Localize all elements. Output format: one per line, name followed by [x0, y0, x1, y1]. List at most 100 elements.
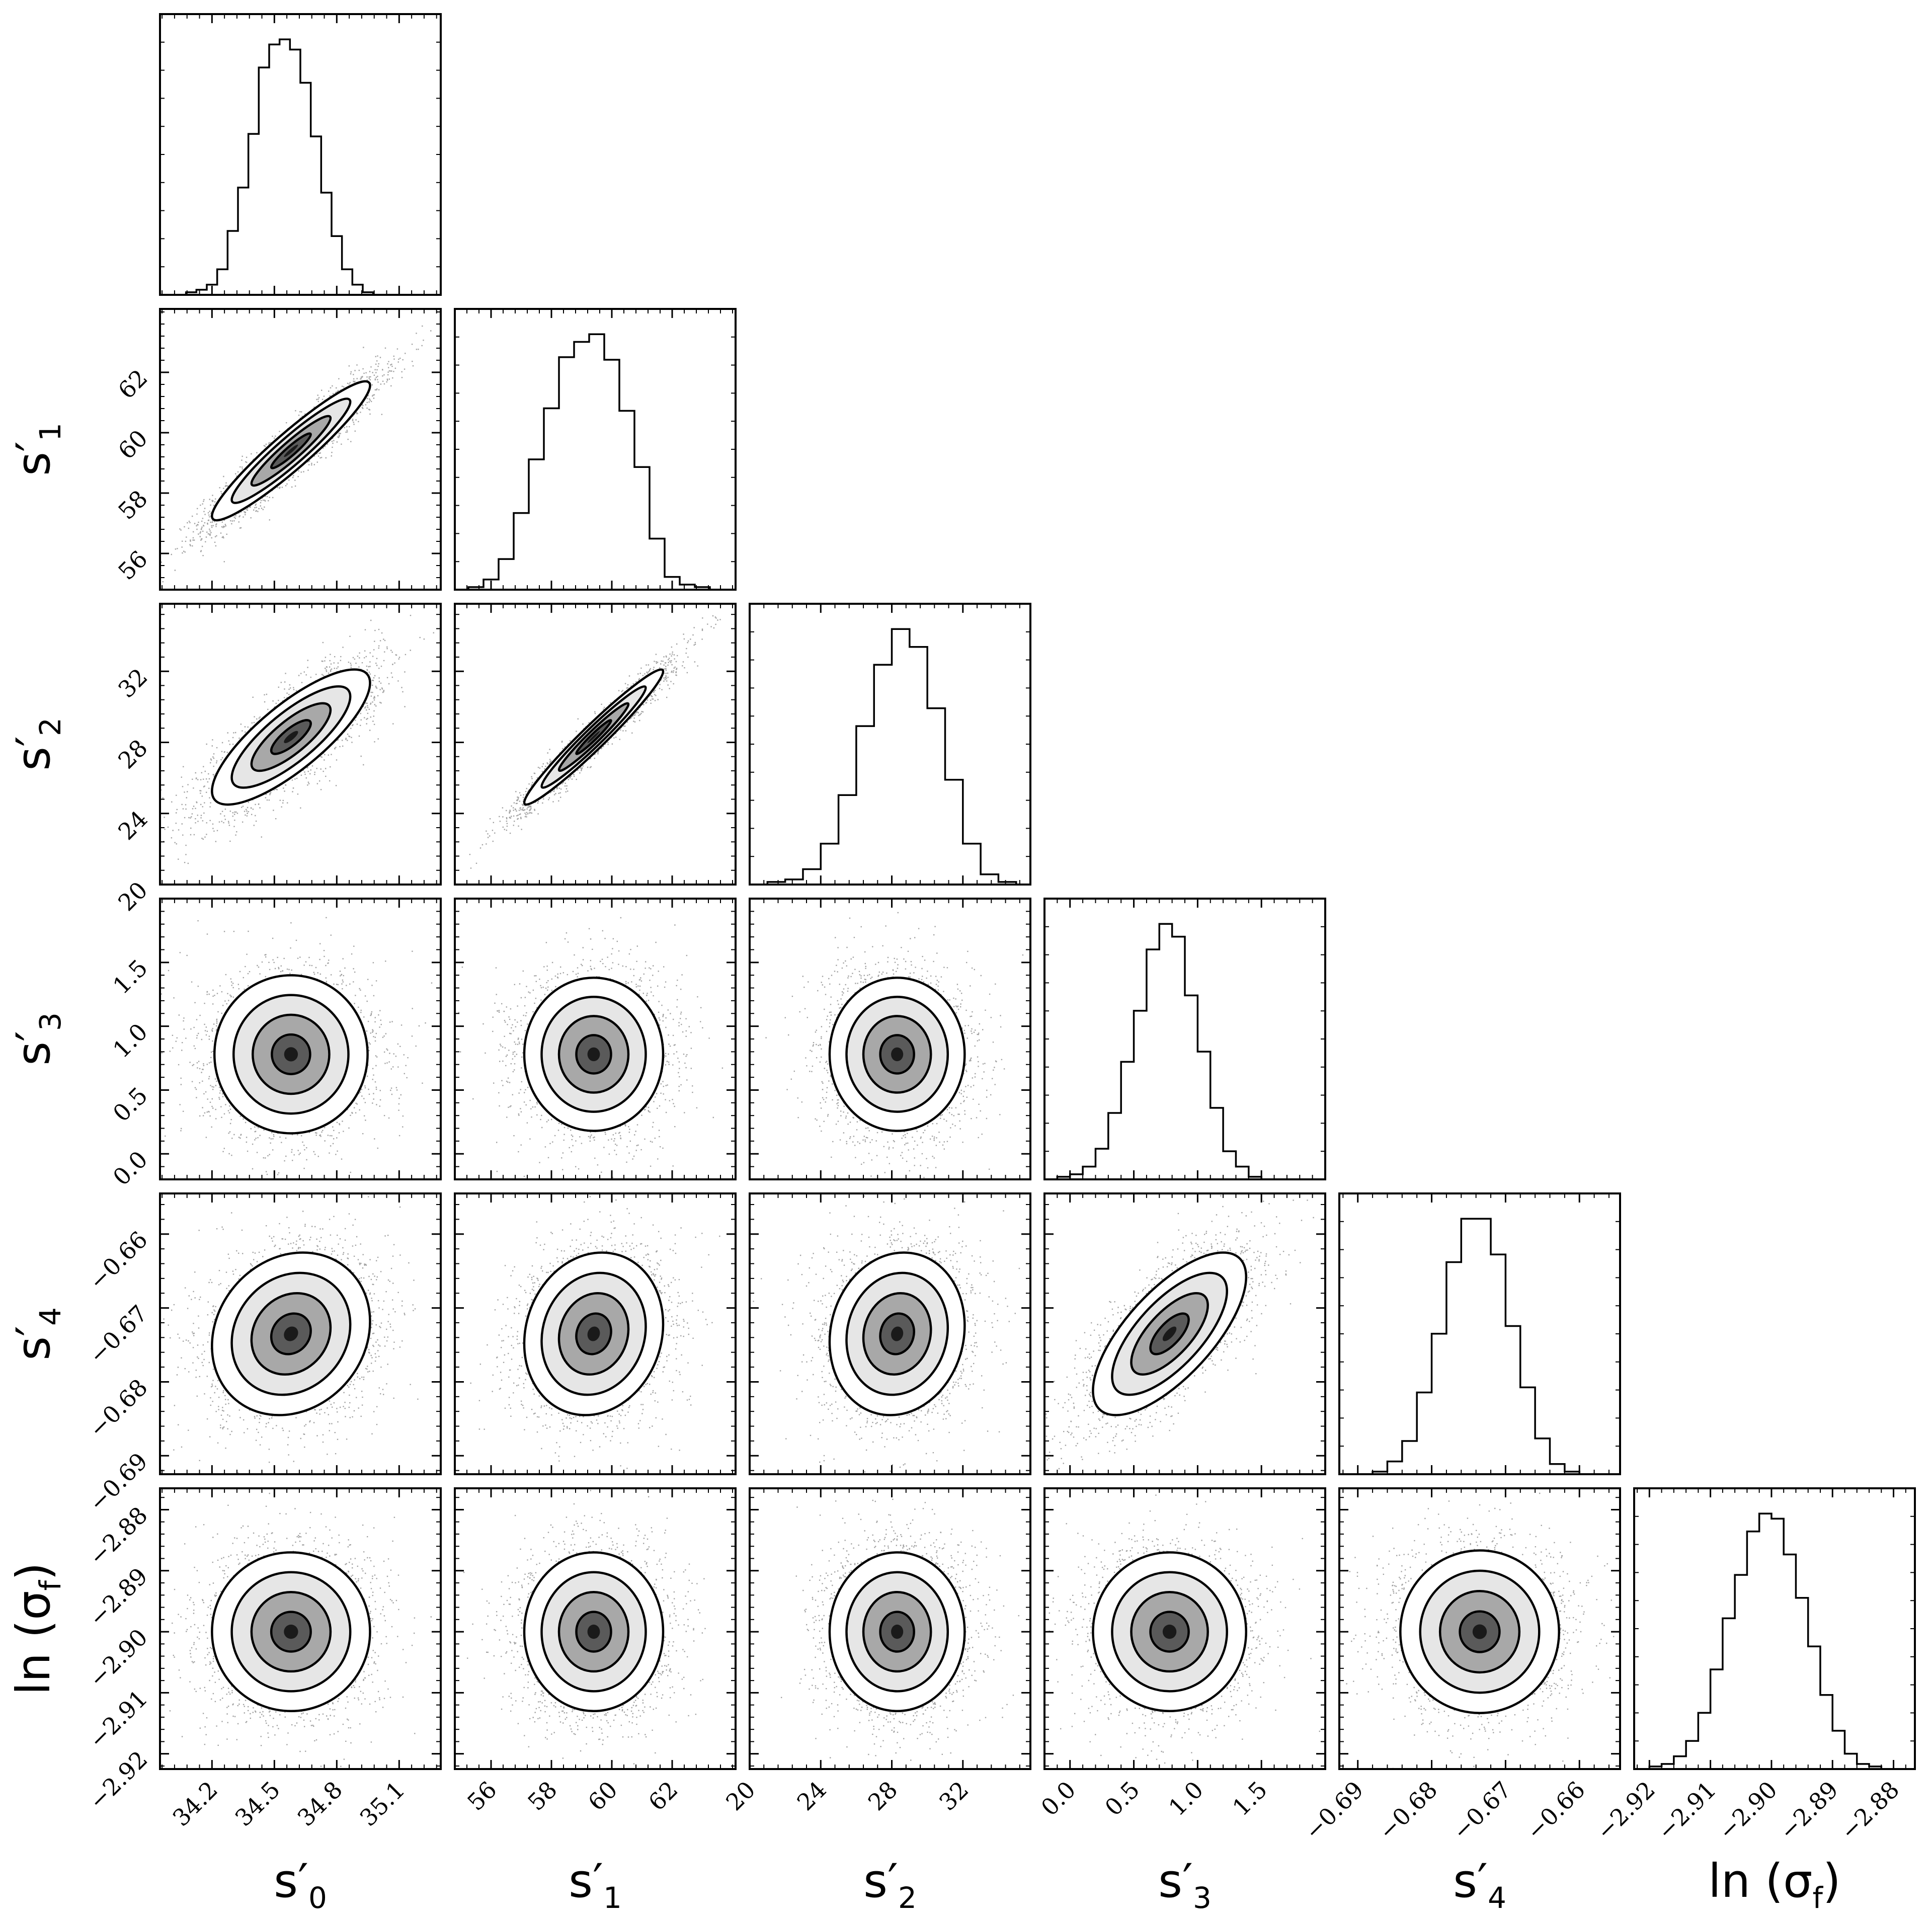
contour-line: [575, 1312, 612, 1355]
x-tick-label: 0.5: [1099, 1776, 1145, 1821]
joint-s2-lnsf: 20 24 28 32: [720, 1487, 1031, 1816]
density-level: [587, 1047, 600, 1062]
y-tick-label: 20: [113, 876, 153, 917]
density-level: [891, 1624, 904, 1639]
joint-content: [160, 615, 434, 864]
density-level: [1162, 1326, 1177, 1341]
histogram-s1: [454, 308, 737, 591]
panel-bg: [455, 309, 736, 590]
contour-line: [1111, 1271, 1228, 1396]
x-tick-label: 0.0: [1036, 1776, 1081, 1821]
contour-line: [523, 977, 665, 1132]
panel-bg: [1339, 1193, 1620, 1474]
contour-line: [252, 1013, 331, 1095]
contour-line: [250, 415, 332, 487]
contour-line: [540, 1271, 647, 1396]
y-axis-label-s3: s′3: [7, 1012, 67, 1066]
contour-line: [230, 685, 352, 789]
density-level: [284, 731, 298, 743]
contour-line: [828, 1251, 966, 1416]
panel-frame: [454, 603, 737, 886]
histogram-step: [1044, 923, 1274, 1180]
histogram-step: [185, 38, 394, 296]
joint-content: [765, 912, 1024, 1179]
x-tick-label: −0.66: [1521, 1776, 1590, 1846]
x-axis-label-s0: s′0: [274, 1854, 327, 1915]
joint-s2-s4: [749, 1192, 1031, 1475]
x-tick-label: −2.91: [1652, 1776, 1722, 1846]
panel-frame: [1633, 1487, 1916, 1770]
contour-line: [211, 1551, 371, 1713]
x-tick-label: 28: [863, 1776, 903, 1816]
x-tick-label: 1.5: [1227, 1776, 1272, 1821]
joint-content: [160, 1493, 432, 1767]
density-level: [891, 1326, 904, 1341]
joint-s1-s2: [454, 603, 737, 886]
contour-line: [211, 380, 371, 522]
joint-content: [753, 1193, 1020, 1473]
y-tick-label: 62: [113, 364, 153, 405]
contour-line: [250, 1590, 332, 1673]
joint-s4-lnsf: −0.69 −0.68 −0.67 −0.66: [1300, 1487, 1621, 1846]
contour-line: [879, 1611, 915, 1653]
density-level: [284, 444, 298, 457]
y-tick-label: −2.90: [84, 1624, 153, 1693]
joint-s3-lnsf: 0.0 0.5 1.0 1.5: [1036, 1487, 1326, 1821]
x-tick-label: 20: [720, 1776, 761, 1816]
sample-points: [1346, 1488, 1615, 1769]
y-tick-label: −2.88: [84, 1501, 153, 1571]
x-axis-label-s3: s′3: [1158, 1854, 1212, 1915]
contour-line: [270, 1312, 312, 1355]
joint-s0-s2: 20 24 28 32: [113, 603, 442, 917]
contour-line: [270, 719, 312, 755]
panel-frame: [159, 1192, 442, 1475]
contour-line: [230, 1271, 352, 1396]
contour-line: [845, 1571, 949, 1693]
axis-labels: s′0 s′1 s′2 s′3 s′4 ln (σf) s′1 s′2 s′3 s′4 ln (σf…: [7, 423, 1841, 1915]
contour-line: [575, 1034, 612, 1075]
joint-content: [1049, 1494, 1320, 1764]
histogram-lnsf: −2.92−2.91−2.90−2.89−2.88: [1591, 1487, 1916, 1846]
joint-content: [463, 1490, 706, 1765]
joint-s0-lnsf: 34.2 34.5 34.8 35.1 −2.92−2.91−2.90−2.89−2.8…: [84, 1487, 442, 1832]
contour-line: [270, 1611, 312, 1653]
y-tick-label: −2.92: [84, 1745, 153, 1815]
panel-frame: [1338, 1192, 1621, 1475]
y-tick-label: −0.68: [84, 1374, 153, 1443]
histogram-s2: [749, 603, 1031, 886]
y-tick-label: −2.91: [84, 1685, 153, 1754]
density-level: [284, 1326, 298, 1341]
y-tick-label: 1.5: [108, 954, 153, 999]
density-level: [587, 1624, 600, 1639]
joint-content: [160, 325, 432, 583]
panel-frame: [749, 603, 1031, 886]
joint-s0-s3: 0.0 0.5 1.0 1.5: [108, 898, 442, 1191]
contour-line: [1149, 1312, 1190, 1355]
y-tick-label: 24: [113, 805, 153, 845]
histogram-step: [1637, 1512, 1883, 1770]
histogram-s0: [159, 13, 442, 296]
x-tick-label: −2.88: [1835, 1776, 1904, 1846]
x-tick-label: 62: [643, 1776, 683, 1816]
contour-line: [540, 996, 647, 1113]
contour-line: [828, 977, 966, 1132]
panel-frame: [159, 13, 442, 296]
x-tick-label: −2.92: [1591, 1776, 1660, 1846]
contour-line: [523, 1551, 665, 1713]
contour-line: [557, 1590, 630, 1673]
histogram-step: [1343, 1218, 1580, 1475]
contour-line: [845, 1271, 949, 1396]
x-tick-label: −0.68: [1373, 1776, 1442, 1846]
panel-frame: [749, 1487, 1031, 1770]
x-axis-label-s2: s′2: [863, 1854, 917, 1915]
contour-line: [523, 668, 665, 806]
joint-s1-s4: [454, 1192, 737, 1475]
contour-line: [211, 668, 371, 806]
panel-frame: [1043, 1192, 1326, 1475]
histogram-s3: [1043, 898, 1326, 1180]
panel-frame: [1043, 1487, 1326, 1770]
x-tick-label: 34.8: [292, 1776, 348, 1832]
sample-points: [753, 1193, 1020, 1473]
contour-line: [879, 1312, 915, 1355]
